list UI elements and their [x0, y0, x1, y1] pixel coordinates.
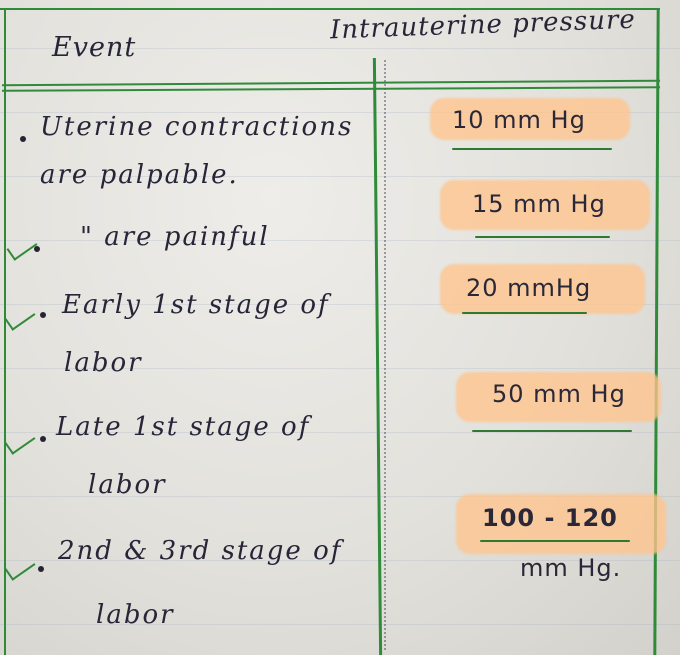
underline: [462, 312, 587, 314]
check-mark: [6, 233, 38, 261]
event-row-1-line-1: Uterine contractions: [40, 112, 354, 142]
table-left-border: [4, 8, 6, 655]
pressure-row-2: 15 mm Hg: [472, 190, 606, 218]
pressure-row-3: 20 mmHg: [466, 274, 592, 302]
pencil-column-divider: [384, 60, 386, 650]
event-row-1-line-2: are palpable.: [40, 160, 239, 190]
header-event: Event: [52, 32, 137, 63]
event-row-3-line-1: Early 1st stage of: [62, 290, 330, 320]
ruled-line: [0, 432, 680, 433]
underline: [475, 236, 610, 238]
header-separator-second: [1, 86, 661, 92]
underline: [480, 540, 630, 542]
table-right-border: [653, 7, 660, 655]
header-separator: [2, 79, 660, 87]
row-bullet: [34, 246, 40, 252]
underline: [452, 148, 612, 150]
underline: [472, 430, 632, 432]
header-intrauterine-pressure: Intrauterine pressure: [329, 4, 637, 46]
check-mark: [4, 303, 36, 331]
column-divider: [372, 58, 383, 655]
ruled-line: [0, 496, 680, 497]
event-row-5-line-1: 2nd & 3rd stage of: [58, 536, 343, 566]
table-top-border: [0, 8, 660, 10]
event-row-3-line-2: labor: [64, 348, 143, 378]
highlight: [430, 98, 630, 140]
ruled-line: [0, 112, 680, 113]
ruled-line: [0, 368, 680, 369]
event-row-4-line-2: labor: [88, 470, 167, 500]
ruled-line: [0, 304, 680, 305]
event-row-5-line-2: labor: [96, 600, 175, 630]
pressure-row-5-line-1: 100 - 120: [482, 504, 618, 532]
pressure-row-5-line-2: mm Hg.: [520, 554, 622, 582]
event-row-2: " are painful: [80, 222, 270, 252]
highlight: [440, 180, 650, 230]
highlight: [456, 494, 666, 554]
highlight: [440, 264, 645, 314]
ruled-line: [0, 560, 680, 561]
ruled-line: [0, 48, 680, 49]
ruled-line: [0, 176, 680, 177]
ruled-line: [0, 240, 680, 241]
ruled-line: [0, 624, 680, 625]
row-bullet: [20, 136, 26, 142]
row-bullet: [38, 566, 44, 572]
highlight: [456, 372, 661, 422]
check-mark: [4, 553, 36, 581]
pressure-row-4: 50 mm Hg: [492, 380, 626, 408]
row-bullet: [40, 436, 46, 442]
pressure-row-1: 10 mm Hg: [452, 106, 586, 134]
event-row-4-line-1: Late 1st stage of: [56, 412, 311, 442]
row-bullet: [40, 312, 46, 318]
